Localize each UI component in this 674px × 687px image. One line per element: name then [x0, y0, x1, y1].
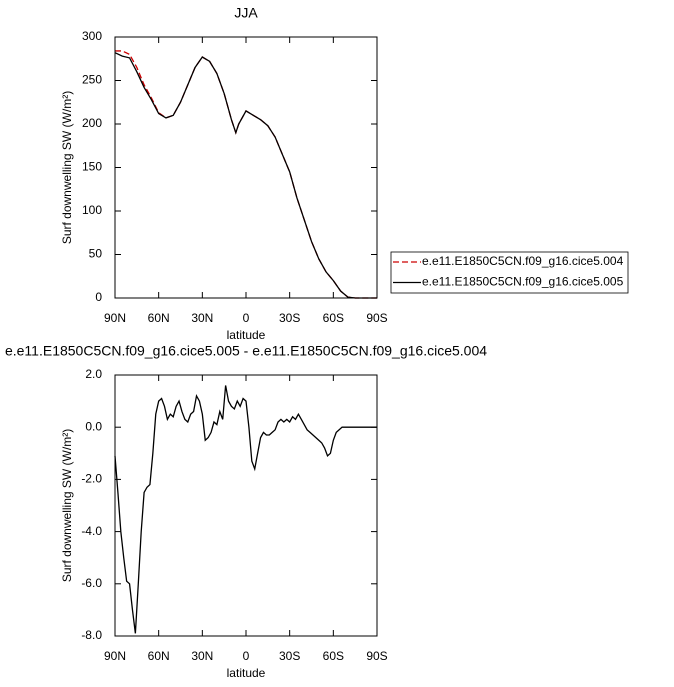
y-axis-label: Surf downwelling SW (W/m²) [60, 429, 74, 582]
y-tick-label: 100 [82, 203, 102, 217]
legend-label: e.e11.E1850C5CN.f09_g16.cice5.005 [422, 275, 624, 289]
y-axis-label: Surf downwelling SW (W/m²) [60, 91, 74, 244]
y-tick-label: 0.0 [85, 419, 102, 433]
x-tick-label: 30S [279, 311, 300, 325]
x-tick-label: 90S [366, 649, 387, 663]
y-tick-label: -6.0 [81, 576, 102, 590]
data-line [115, 50, 377, 299]
y-tick-label: -2.0 [81, 472, 102, 486]
x-tick-label: 60N [148, 649, 170, 663]
chart-title: JJA [234, 5, 258, 21]
y-tick-label: 200 [82, 116, 102, 130]
chart-title: e.e11.E1850C5CN.f09_g16.cice5.005 - e.e1… [5, 343, 487, 359]
x-tick-label: 0 [243, 311, 250, 325]
legend-box [390, 251, 629, 294]
y-tick-label: 250 [82, 73, 102, 87]
y-tick-label: 0 [95, 290, 102, 304]
y-tick-label: 2.0 [85, 367, 102, 381]
y-tick-label: -4.0 [81, 524, 102, 538]
plot-frame [114, 374, 378, 637]
y-tick-label: 300 [82, 29, 102, 43]
x-tick-label: 60S [323, 649, 344, 663]
y-tick-label: 50 [89, 247, 103, 261]
data-line [114, 385, 377, 634]
x-tick-label: 30N [191, 311, 213, 325]
x-tick-label: 90S [366, 311, 387, 325]
x-tick-label: 90N [104, 311, 126, 325]
x-tick-label: 30N [191, 649, 213, 663]
data-line [114, 52, 377, 299]
x-axis-label: latitude [227, 666, 266, 680]
x-tick-label: 30S [279, 649, 300, 663]
legend-label: e.e11.E1850C5CN.f09_g16.cice5.004 [422, 254, 624, 268]
x-tick-label: 0 [243, 649, 250, 663]
x-tick-label: 90N [104, 649, 126, 663]
x-tick-label: 60N [148, 311, 170, 325]
plot-frame [114, 36, 378, 299]
y-tick-label: 150 [82, 160, 102, 174]
x-tick-label: 60S [323, 311, 344, 325]
y-tick-label: -8.0 [81, 628, 102, 642]
x-axis-label: latitude [227, 328, 266, 342]
